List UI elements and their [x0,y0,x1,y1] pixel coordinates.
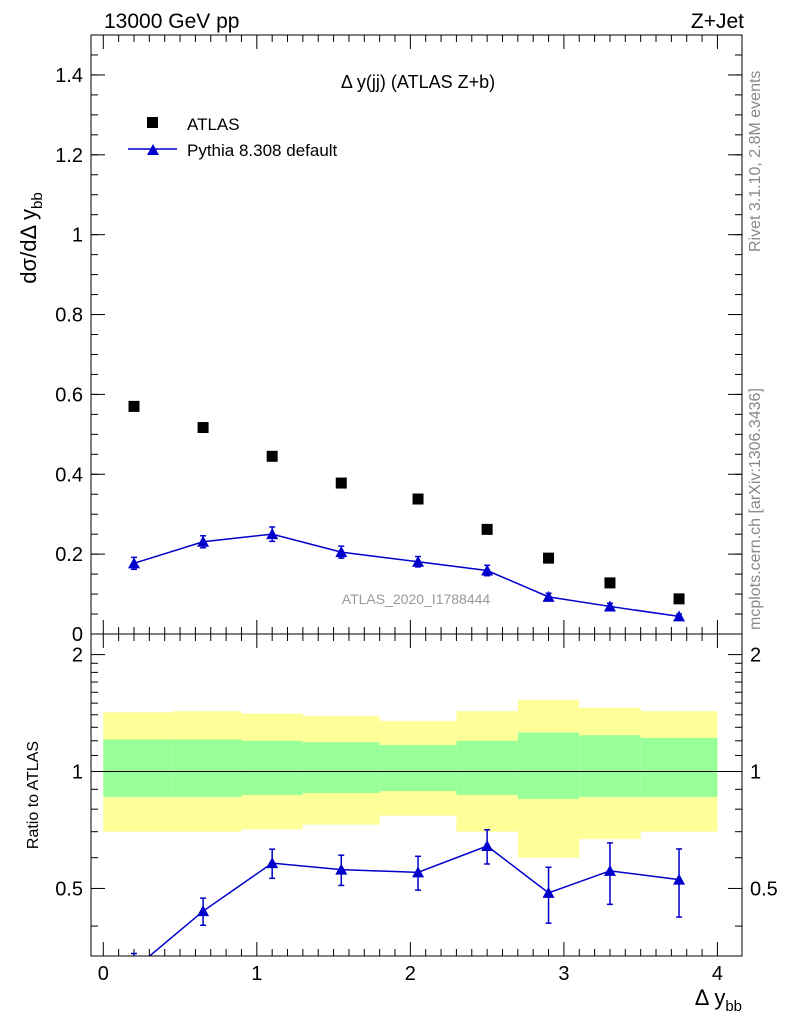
y-tick-label: 0.8 [55,305,83,327]
ratio-plot: 0.5 0.5 1 1 2 2 [55,633,778,974]
atlas-point [543,552,555,564]
pythia-ratio-point [266,857,279,869]
pythia-ratio-point [481,840,494,852]
pythia-point [673,610,686,622]
pythia-point [542,590,555,602]
y-tick-label: 1.4 [55,65,83,87]
ratio-tick-label: 2 [72,645,83,667]
inner-band-segment [579,735,641,797]
ratio-axis-ticks: 0.5 0.5 1 1 2 2 [55,634,778,956]
legend: ATLAS Pythia 8.308 default [128,115,338,160]
atlas-point [604,577,616,589]
process-label: Z+Jet [691,10,744,33]
ratio-tick-label: 0.5 [55,878,83,900]
ratio-tick-label-right: 0.5 [750,878,778,900]
inner-band-segment [241,740,303,796]
inner-band-segment [456,740,518,796]
x-tick-label: 4 [712,963,723,985]
legend-atlas-label: ATLAS [187,115,240,134]
x-axis-label: Δ ybb [695,985,742,1015]
main-ylabel: dσ/dΔ ybb [16,192,46,283]
pythia-ratio-point [603,864,616,876]
pythia-point [335,546,348,558]
rivet-label: Rivet 3.1.10, 2.8M events [747,71,764,252]
inner-band-segment [302,742,380,794]
ratio-ylabel: Ratio to ATLAS [25,741,42,849]
x-tick-label: 0 [98,963,109,985]
y-tick-label: 1.2 [55,145,83,167]
pythia-point [481,564,494,576]
legend-pythia-label: Pythia 8.308 default [187,141,338,160]
inner-band-segment [172,739,242,797]
pythia-point [603,600,616,612]
atlas-point [266,450,278,462]
ratio-plot-frame [90,633,743,957]
mc-series-ratio [128,829,686,974]
atlas-point [481,523,493,535]
ratio-tick-label-right: 2 [750,645,761,667]
y-tick-label: 1 [72,225,83,247]
pythia-ratio-point [335,863,348,875]
pythia-point [412,555,425,567]
atlas-point [197,422,209,434]
y-tick-label: 0 [72,624,83,646]
inner-band-segment [640,737,718,797]
pythia-ratio-point [128,963,140,974]
atlas-data-series [128,400,685,605]
inner-band-segment [103,739,173,797]
x-tick-label: 3 [558,963,569,985]
main-plot: 0 0.2 0.4 0.6 0.8 1 1.2 1.4 [55,34,743,646]
atlas-point [335,477,347,489]
x-tick-label: 1 [251,963,262,985]
uncertainty-bands [103,699,718,858]
pythia-ratio-point [542,886,555,898]
pythia-ratio-point [197,905,210,917]
plot-title: Δ y(jj) (ATLAS Z+b) [341,72,495,92]
atlas-point [673,593,685,605]
y-tick-label: 0.2 [55,544,83,566]
pythia-point [266,528,279,540]
ratio-tick-label: 1 [72,762,83,784]
ratio-tick-label-right: 1 [750,762,761,784]
x-tick-labels: 0 1 2 3 4 [98,963,723,985]
legend-pythia-marker [147,144,159,155]
pythia-ratio-point [412,866,425,878]
atlas-point [128,400,140,412]
y-tick-label: 0.6 [55,384,83,406]
main-ylabel-group: dσ/dΔ ybb [16,192,46,283]
inner-band-segment [517,732,580,799]
atlas-point [412,493,424,505]
pythia-point [127,557,140,569]
pythia-ratio-line [148,845,680,956]
inner-band-segment [379,745,457,792]
energy-label: 13000 GeV pp [104,10,239,33]
mcplots-label: mcplots.cern.ch [arXiv:1306.3436] [747,388,764,630]
y-tick-label: 0.4 [55,464,83,486]
x-tick-label: 2 [405,963,416,985]
legend-atlas-marker [147,117,158,128]
main-axis-ticks: 0 0.2 0.4 0.6 0.8 1 1.2 1.4 [55,34,742,646]
pythia-point [197,535,210,547]
mc-series-main [127,526,686,622]
pythia-ratio-point [673,873,686,885]
analysis-label: ATLAS_2020_I1788444 [342,591,491,607]
